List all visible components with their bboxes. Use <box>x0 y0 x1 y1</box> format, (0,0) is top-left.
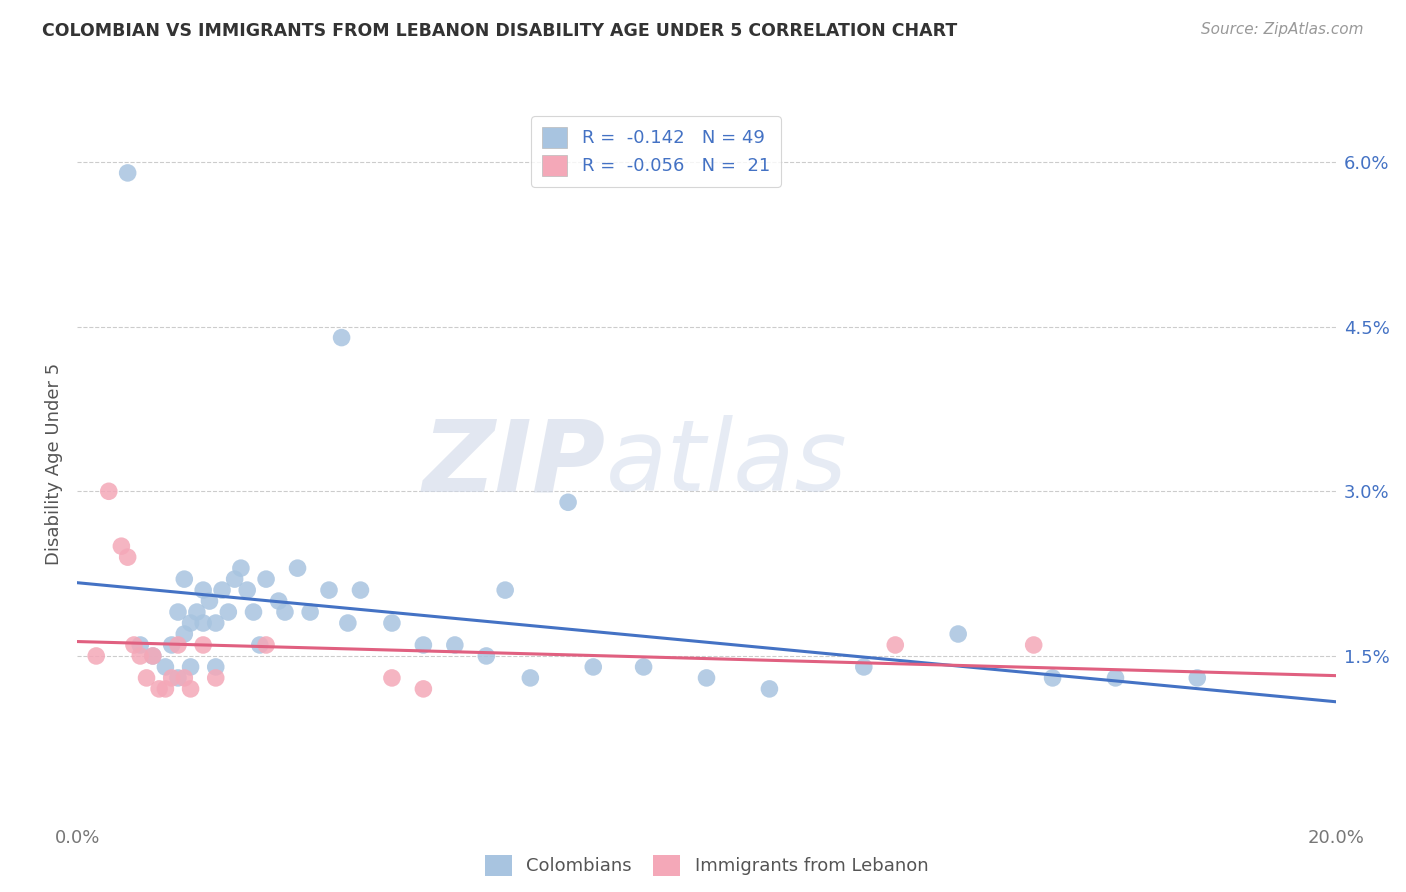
Text: Source: ZipAtlas.com: Source: ZipAtlas.com <box>1201 22 1364 37</box>
Point <box>173 671 195 685</box>
Point <box>318 583 340 598</box>
Point <box>204 671 226 685</box>
Point <box>475 648 498 663</box>
Point <box>198 594 221 608</box>
Point <box>211 583 233 598</box>
Point <box>129 638 152 652</box>
Legend: Colombians, Immigrants from Lebanon: Colombians, Immigrants from Lebanon <box>477 847 936 883</box>
Point <box>173 627 195 641</box>
Point <box>217 605 239 619</box>
Point <box>224 572 246 586</box>
Point <box>948 627 970 641</box>
Point <box>267 594 290 608</box>
Point <box>299 605 322 619</box>
Point <box>142 648 165 663</box>
Point <box>84 648 107 663</box>
Point <box>180 615 202 630</box>
Point <box>381 615 404 630</box>
Point <box>274 605 297 619</box>
Point <box>1022 638 1045 652</box>
Point <box>186 605 208 619</box>
Point <box>129 648 152 663</box>
Point <box>1187 671 1209 685</box>
Text: ZIP: ZIP <box>423 416 606 512</box>
Point <box>519 671 541 685</box>
Point <box>135 671 157 685</box>
Point <box>412 638 434 652</box>
Text: COLOMBIAN VS IMMIGRANTS FROM LEBANON DISABILITY AGE UNDER 5 CORRELATION CHART: COLOMBIAN VS IMMIGRANTS FROM LEBANON DIS… <box>42 22 957 40</box>
Point <box>696 671 718 685</box>
Point <box>349 583 371 598</box>
Point <box>167 605 190 619</box>
Point <box>494 583 516 598</box>
Point <box>167 638 190 652</box>
Point <box>758 681 780 696</box>
Point <box>160 671 183 685</box>
Point <box>191 638 215 652</box>
Point <box>381 671 404 685</box>
Point <box>117 550 139 565</box>
Point <box>884 638 907 652</box>
Point <box>173 572 195 586</box>
Point <box>110 539 132 553</box>
Point <box>330 330 353 344</box>
Text: atlas: atlas <box>606 416 848 512</box>
Point <box>117 166 139 180</box>
Point <box>191 615 215 630</box>
Point <box>236 583 259 598</box>
Point <box>160 638 183 652</box>
Point <box>148 681 170 696</box>
Point <box>229 561 252 575</box>
Point <box>204 660 226 674</box>
Point <box>336 615 359 630</box>
Point <box>155 660 177 674</box>
Point <box>249 638 271 652</box>
Point <box>204 615 226 630</box>
Point <box>242 605 264 619</box>
Point <box>1042 671 1064 685</box>
Point <box>191 583 215 598</box>
Point <box>122 638 145 652</box>
Point <box>97 484 120 499</box>
Point <box>852 660 875 674</box>
Point <box>633 660 655 674</box>
Point <box>254 638 277 652</box>
Point <box>142 648 165 663</box>
Point <box>582 660 605 674</box>
Point <box>557 495 579 509</box>
Point <box>254 572 277 586</box>
Point <box>180 660 202 674</box>
Point <box>180 681 202 696</box>
Point <box>167 671 190 685</box>
Y-axis label: Disability Age Under 5: Disability Age Under 5 <box>45 363 63 565</box>
Point <box>412 681 434 696</box>
Point <box>1104 671 1126 685</box>
Point <box>155 681 177 696</box>
Point <box>287 561 309 575</box>
Point <box>444 638 467 652</box>
